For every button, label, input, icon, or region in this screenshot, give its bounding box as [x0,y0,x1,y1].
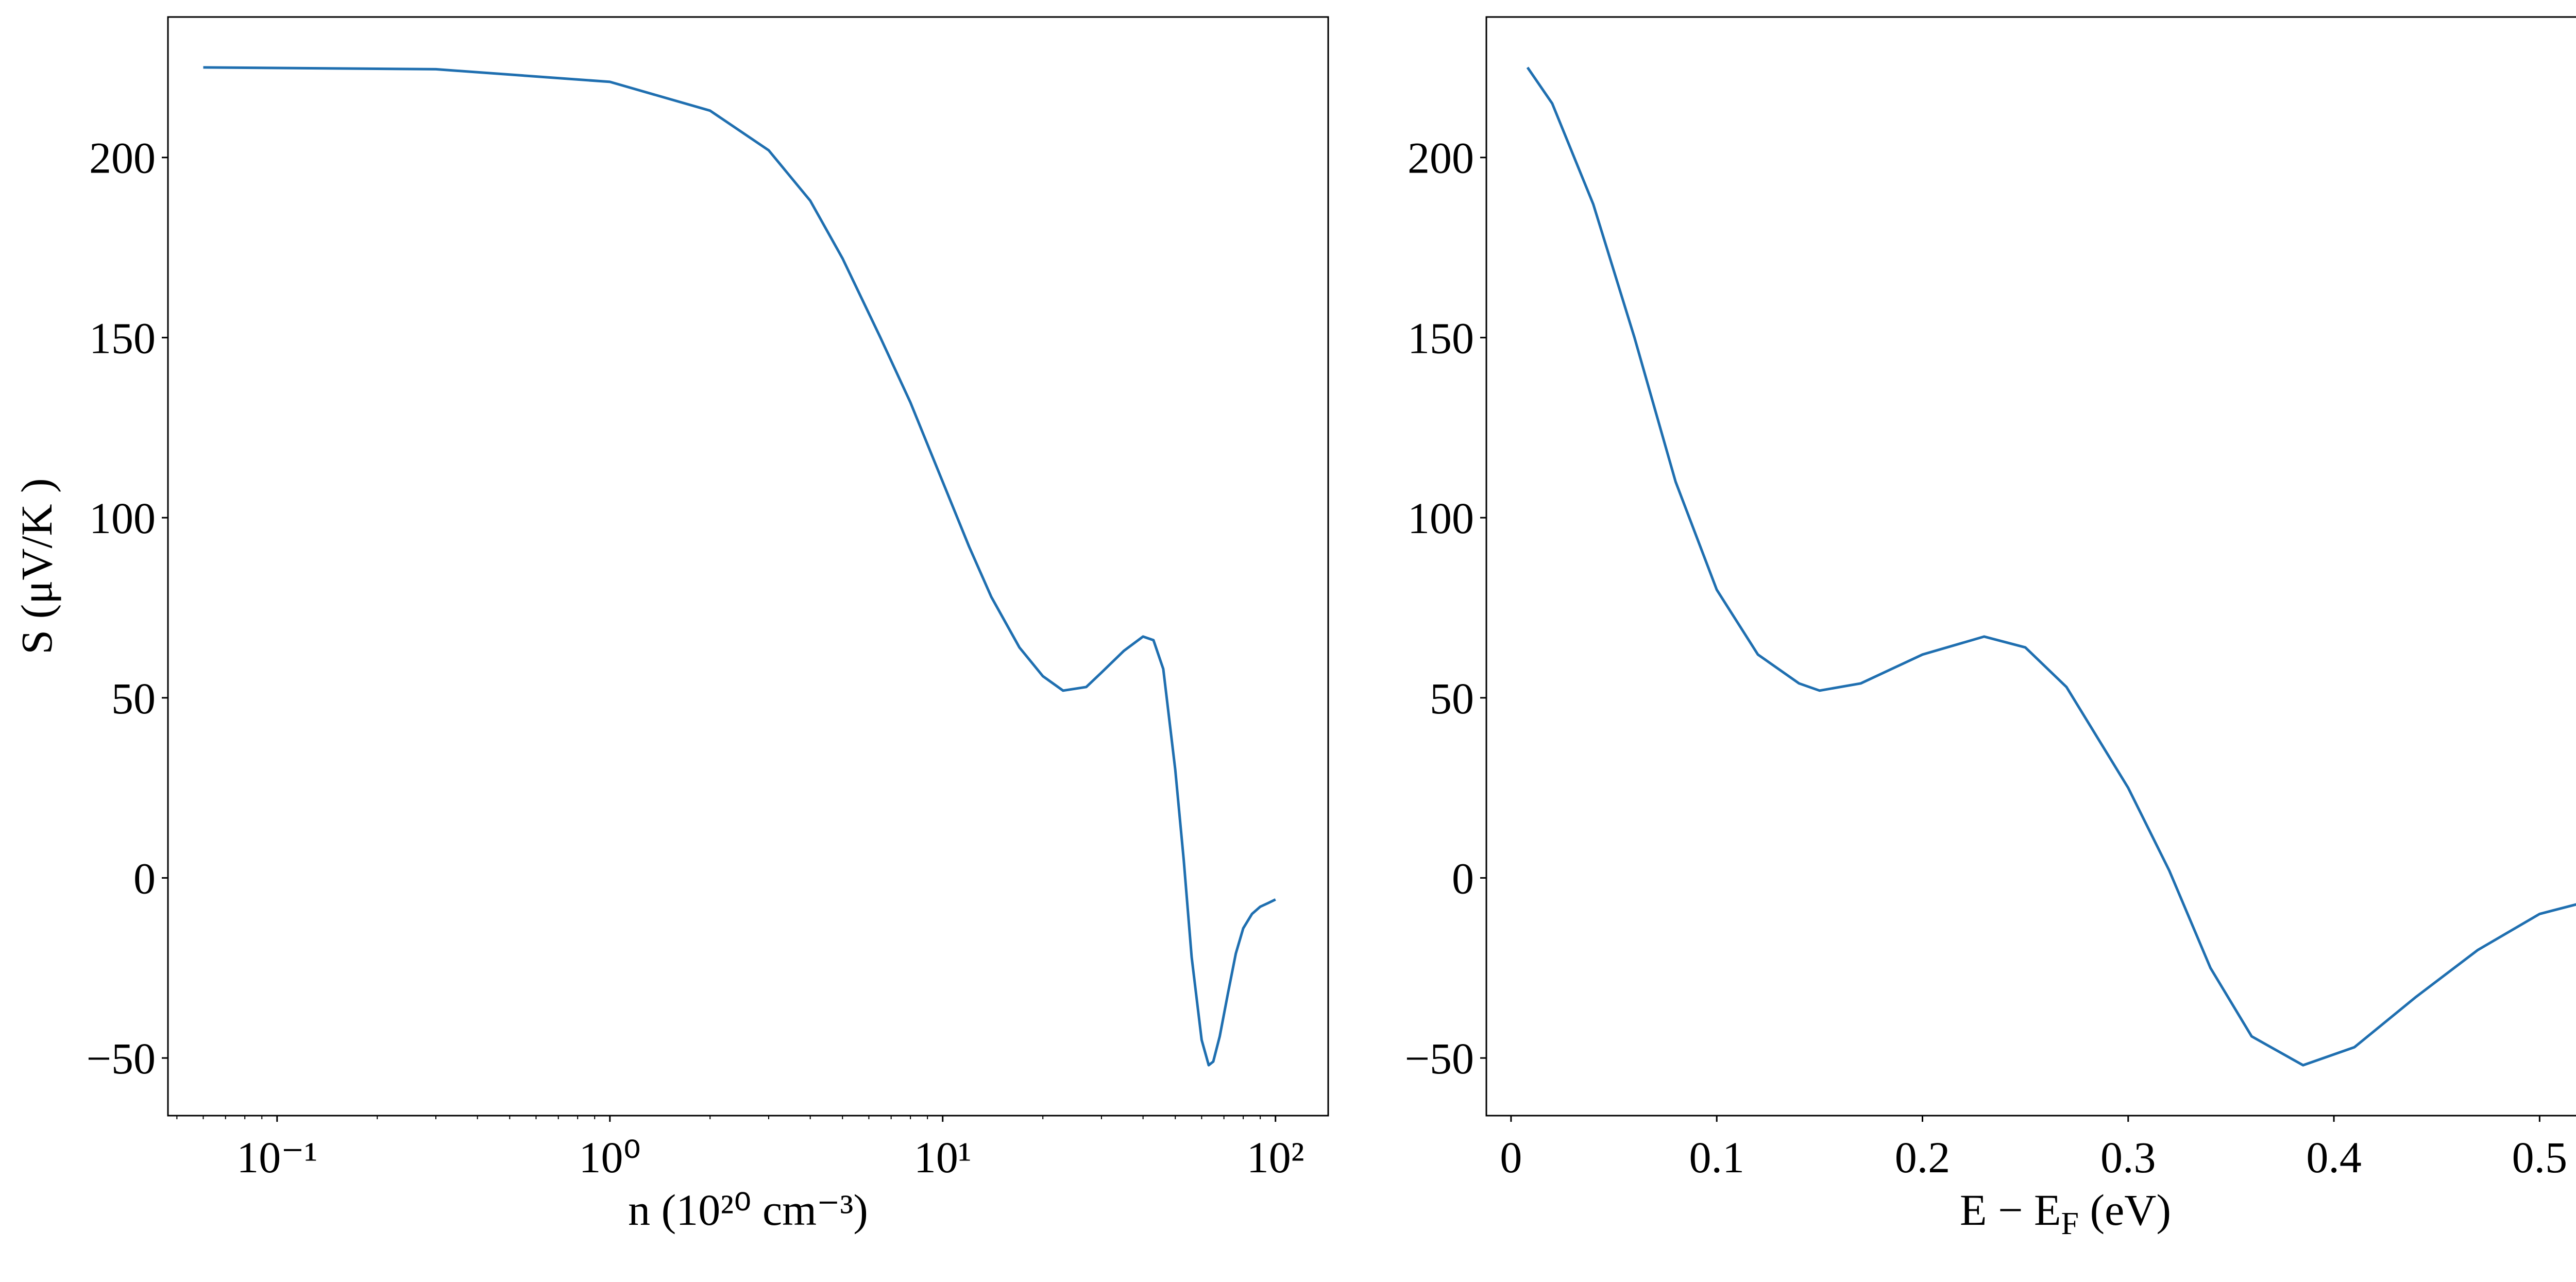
x-tick-label: 10² [1247,1133,1304,1182]
data-line [203,66,1276,1067]
x-tick-label: 0.1 [1689,1133,1744,1182]
data-line [1526,66,2576,1067]
x-tick-label: 0.5 [2512,1133,2568,1182]
y-axis-label: S (μV/K ) [12,478,61,654]
axes-frame [1485,16,2576,1117]
x-axis-label: E − EF (eV) [1960,1185,2171,1241]
x-tick-label: 0.2 [1895,1133,1951,1182]
x-axis-label-part: (eV) [2079,1185,2171,1235]
x-tick-label: 0 [1500,1133,1522,1182]
y-tick-label: 0 [1452,853,1474,903]
y-tick-label: 200 [1408,133,1474,183]
y-tick-label: 150 [1408,313,1474,363]
x-tick-label: 0.4 [2306,1133,2362,1182]
axes-frame [167,16,1329,1117]
y-tick-label: 150 [89,313,156,363]
y-tick-label: 100 [89,493,156,543]
x-tick-label: 10⁻¹ [236,1133,317,1182]
x-axis-label: n (10²⁰ cm⁻³) [628,1185,868,1235]
x-tick-label: 10⁰ [579,1133,641,1182]
y-tick-label: 50 [1430,674,1474,723]
x-axis-label-part: F [2061,1206,2079,1241]
y-tick-label: 200 [89,133,156,183]
y-tick-label: −50 [86,1034,156,1083]
x-tick-label: 10¹ [914,1133,972,1182]
x-axis-label-part: E − E [1960,1185,2061,1235]
y-tick-label: 50 [111,674,156,723]
y-tick-label: 100 [1408,493,1474,543]
y-tick-label: −50 [1404,1034,1474,1083]
y-tick-label: 0 [133,853,156,903]
x-tick-label: 0.3 [2100,1133,2156,1182]
